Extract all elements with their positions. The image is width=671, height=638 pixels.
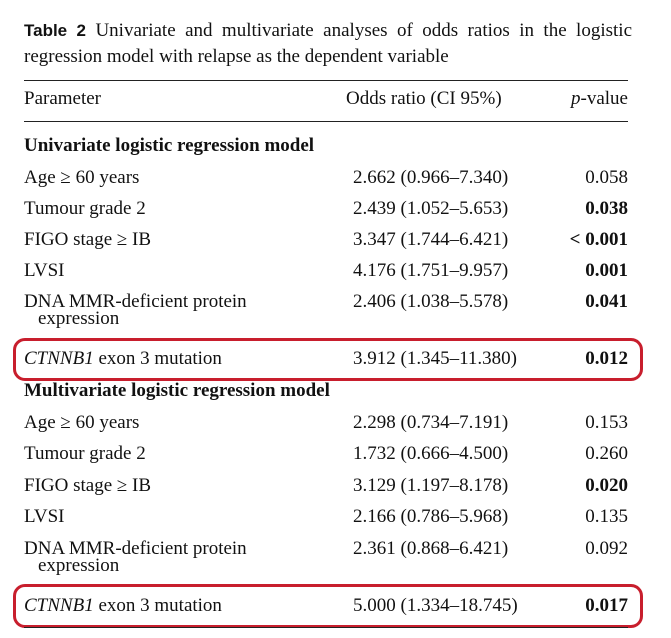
table-label: Table 2 (24, 21, 87, 40)
header-p-value: p-value (571, 88, 628, 109)
table-row: Tumour grade 2 2.439 (1.052–5.653) 0.038 (24, 198, 628, 219)
header-rule (24, 121, 628, 122)
caption-text: Univariate and multivariate analyses of … (24, 20, 633, 67)
bottom-rule (24, 627, 628, 628)
table-row: Age ≥ 60 years 2.662 (0.966–7.340) 0.058 (24, 167, 628, 188)
table-row: LVSI 2.166 (0.786–5.968) 0.135 (24, 506, 628, 527)
table-row: FIGO stage ≥ IB 3.129 (1.197–8.178) 0.02… (24, 475, 628, 496)
header-odds-ratio: Odds ratio (CI 95%) (346, 88, 502, 109)
highlight-box (13, 584, 643, 628)
table-header-row: Parameter Odds ratio (CI 95%) p-value (24, 84, 628, 114)
table-caption: Table 2 Univariate and multivariate anal… (24, 18, 632, 70)
table-row-highlighted: CTNNB1 exon 3 mutation 5.000 (1.334–18.7… (24, 595, 628, 616)
table-row: Age ≥ 60 years 2.298 (0.734–7.191) 0.153 (24, 412, 628, 433)
table-row: DNA MMR-deficient protein expression 2.4… (24, 291, 628, 329)
top-rule (24, 80, 628, 81)
table-row: Tumour grade 2 1.732 (0.666–4.500) 0.260 (24, 443, 628, 464)
table-row: DNA MMR-deficient protein expression 2.3… (24, 538, 628, 576)
highlight-box (13, 338, 643, 381)
table-row-highlighted: CTNNB1 exon 3 mutation 3.912 (1.345–11.3… (24, 348, 628, 369)
table-row: FIGO stage ≥ IB 3.347 (1.744–6.421) < 0.… (24, 229, 628, 250)
header-parameter: Parameter (24, 88, 102, 109)
table-row: LVSI 4.176 (1.751–9.957) 0.001 (24, 260, 628, 281)
section-title-univariate: Univariate logistic regression model (24, 135, 315, 156)
section-title-multivariate: Multivariate logistic regression model (24, 380, 330, 401)
